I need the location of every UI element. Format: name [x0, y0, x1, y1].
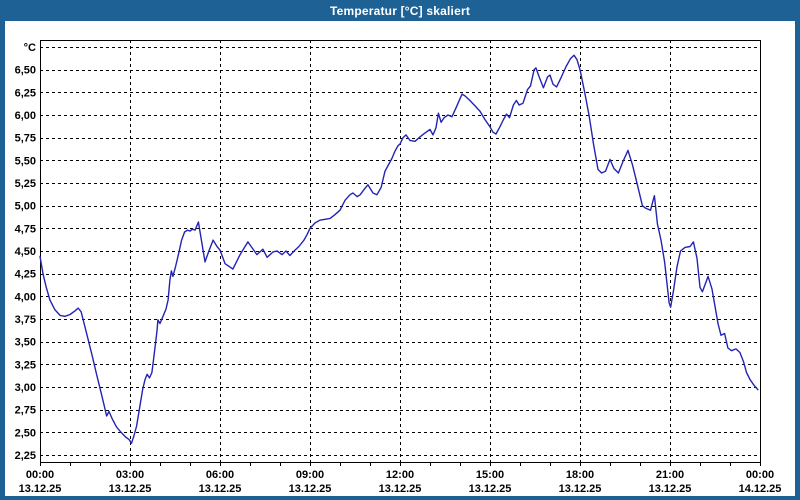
x-tick-date-label: 13.12.25	[289, 483, 332, 495]
y-tick-label: 5,50	[15, 155, 36, 167]
y-tick-label: 6,00	[15, 110, 36, 122]
temperature-trend-chart: °C 6,50 6,25 6,00 5,75 5,50 5,25 5,00 4,75 4,50 4,…	[15, 40, 782, 495]
x-tick-time-label: 21:00	[656, 469, 684, 481]
y-tick-label: 2,75	[15, 405, 36, 417]
x-tick-time-label: 15:00	[476, 469, 504, 481]
y-tick-label: 6,25	[15, 87, 36, 99]
y-tick-label: 5,00	[15, 201, 36, 213]
y-tick-label: 4,25	[15, 269, 36, 281]
x-tick-time-label: 06:00	[206, 469, 234, 481]
y-tick-label: 3,50	[15, 337, 36, 349]
y-tick-label: 4,50	[15, 246, 36, 258]
y-tick-label: 5,75	[15, 133, 36, 145]
y-tick-label: 3,00	[15, 382, 36, 394]
plot-border	[40, 40, 761, 463]
x-tick-date-label: 13.12.25	[469, 483, 512, 495]
x-tick-date-label: 13.12.25	[379, 483, 422, 495]
title-bar: Temperatur [°C] skaliert	[0, 0, 800, 21]
y-tick-label: 2,50	[15, 427, 36, 439]
x-tick-date-label: 13.12.25	[19, 483, 62, 495]
y-tick-label: 3,75	[15, 314, 36, 326]
x-tick-date-label: 14.12.25	[739, 483, 782, 495]
y-axis-unit-label: °C	[24, 42, 36, 54]
x-tick-time-label: 12:00	[386, 469, 414, 481]
x-tick-date-label: 13.12.25	[109, 483, 152, 495]
y-axis-labels: °C 6,50 6,25 6,00 5,75 5,50 5,25 5,00 4,75 4,50 4,…	[15, 42, 36, 462]
y-tick-label: 3,25	[15, 359, 36, 371]
window-title: Temperatur [°C] skaliert	[329, 3, 471, 18]
y-tick-label: 4,00	[15, 291, 36, 303]
x-tick-time-label: 03:00	[116, 469, 144, 481]
x-tick-time-label: 09:00	[296, 469, 324, 481]
x-tick-date-label: 13.12.25	[199, 483, 242, 495]
x-minor-ticks	[40, 463, 761, 466]
gridlines	[40, 40, 760, 462]
y-tick-label: 6,50	[15, 65, 36, 77]
x-tick-date-label: 13.12.25	[559, 483, 602, 495]
x-tick-time-label: 00:00	[26, 469, 54, 481]
y-tick-label: 4,75	[15, 223, 36, 235]
x-axis-labels: 00:00 13.12.25 03:00 13.12.25 06:00 13.12.25 0…	[19, 469, 782, 495]
series-line-temperatur	[39, 54, 759, 444]
chart-area: °C 6,50 6,25 6,00 5,75 5,50 5,25 5,00 4,75 4,50 4,…	[5, 21, 795, 496]
x-tick-time-label: 00:00	[746, 469, 774, 481]
y-tick-label: 2,25	[15, 450, 36, 462]
x-tick-date-label: 13.12.25	[649, 483, 692, 495]
x-tick-time-label: 18:00	[566, 469, 594, 481]
y-tick-label: 5,25	[15, 178, 36, 190]
